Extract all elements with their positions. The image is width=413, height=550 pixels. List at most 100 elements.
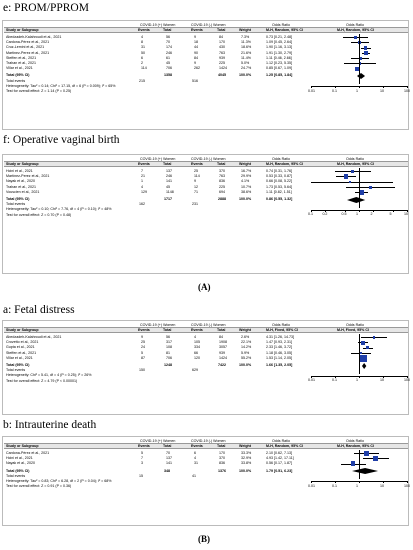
study-weight: 10.7%: [241, 184, 252, 189]
x-axis-tick: [392, 209, 394, 212]
column-header-study: Study or Subgroup: [6, 444, 39, 448]
events-covid-positive: 4: [141, 184, 143, 189]
study-weight: 16.7%: [241, 169, 252, 173]
point-estimate-square: [358, 62, 362, 65]
events-covid-positive: 6: [141, 55, 143, 60]
panel-title-prom: e: PROM/PPROM: [3, 2, 89, 14]
x-axis-tick: [359, 481, 360, 484]
forest-plot-body: COVID-19 (+) Women COVID-19 (-) Women Odds…: [3, 155, 408, 273]
group-header-covid-negative: COVID-19 (-) Women: [191, 323, 226, 327]
events-covid-positive: 24: [141, 345, 145, 350]
x-axis-tick: [335, 375, 336, 378]
forest-plot-intrauterine-death: COVID-19 (+) Women COVID-19 (-) Women Odds…: [2, 436, 410, 526]
point-estimate-square: [368, 185, 372, 189]
column-header-bar: [4, 327, 408, 333]
events-covid-positive: 4: [141, 35, 143, 39]
column-header-events: Events: [138, 328, 150, 332]
x-axis-tick-label: 100: [404, 88, 410, 93]
x-axis-tick-label: 0.1: [308, 212, 313, 217]
group-header-covid-positive: COVID-19 (+) Women: [140, 323, 176, 327]
study-or-ci: 1.11 [0.82, 1.51]: [266, 189, 292, 194]
events-covid-negative: 9: [194, 61, 196, 65]
x-axis-tick-label: 0.01: [308, 88, 315, 93]
x-axis-tick: [311, 481, 312, 484]
events-covid-positive: 25: [141, 340, 145, 345]
x-axis-tick: [359, 209, 360, 212]
events-covid-positive: 31: [141, 45, 145, 50]
study-or-ci: 0.73 [0.21, 2.48]: [266, 35, 292, 39]
overall-effect-test: Test for overall effect: Z = 4.79 (P < 0…: [6, 378, 78, 383]
study-or-ci: 4.31 [1.26, 14.73]: [266, 335, 294, 339]
total-covid-positive: 141: [166, 461, 172, 466]
x-axis-tick-label: 1: [356, 378, 358, 383]
x-axis-tick: [335, 481, 336, 484]
study-weight: 38.6%: [241, 189, 252, 194]
column-header-study: Study or Subgroup: [6, 28, 39, 32]
x-axis-tick: [311, 209, 312, 212]
study-or-ci: 1.11 [0.46, 2.66]: [266, 55, 292, 60]
study-name: Cruz-Lemini et al., 2021: [6, 45, 45, 50]
study-or-ci: 1.09 [0.45, 2.64]: [266, 40, 292, 45]
x-axis-tick-label: 0.1: [332, 378, 337, 383]
column-header-study: Study or Subgroup: [6, 162, 39, 166]
events-covid-positive: 8: [141, 40, 143, 45]
header-odds-ratio-ci: Odds Ratio: [272, 439, 290, 443]
group-header-covid-negative: COVID-19 (-) Women: [191, 439, 226, 443]
total-events-covid-positive: 215: [139, 78, 145, 83]
diamond-shape: [346, 196, 365, 203]
null-effect-line: [359, 34, 360, 84]
study-weight: 7.3%: [241, 35, 250, 39]
point-estimate-square: [358, 56, 362, 60]
events-covid-positive: 50: [141, 50, 145, 55]
study-weight: 33.8%: [241, 461, 252, 466]
study-name: Steffen et al., 2021: [6, 350, 37, 355]
total-covid-negative: 939: [219, 350, 225, 355]
total-covid-positive: 246: [166, 174, 172, 179]
header-odds-ratio-ci: Odds Ratio: [272, 23, 290, 27]
column-header-total: Total: [217, 328, 226, 332]
point-estimate-square: [373, 336, 376, 339]
column-header-events: Events: [191, 444, 203, 448]
x-axis-tick-label: 0.5: [341, 212, 347, 217]
study-name: Cardona-Pérez et al., 2021: [6, 451, 50, 455]
panel-title-intrauterine: b: Intrauterine death: [3, 419, 97, 431]
study-or-ci: 2.10 [0.62, 7.13]: [266, 451, 292, 455]
panel-title-fetal: a: Fetal distress: [3, 304, 75, 316]
total-covid-positive: 45: [166, 61, 170, 65]
total-covid-positive: 56: [166, 35, 170, 39]
study-or-ci: 1.53 [1.14, 2.05]: [266, 355, 292, 360]
study-or-ci: 1.73 [0.53, 5.64]: [266, 184, 292, 189]
events-covid-negative: 18: [194, 40, 198, 45]
diamond-shape: [362, 362, 367, 369]
study-weight: 5.9%: [241, 350, 250, 355]
total-covid-positive: 70: [166, 40, 170, 45]
point-estimate-square: [363, 46, 368, 50]
x-axis-tick: [359, 86, 360, 88]
total-or-ci: 1.25 [0.85, 1.84]: [266, 73, 293, 78]
total-events-covid-negative: 629: [192, 368, 198, 373]
study-or-ci: 0.66 [0.08, 5.22]: [266, 179, 292, 184]
x-axis-tick-label: 0.01: [308, 483, 315, 488]
pooled-estimate-diamond: [346, 196, 365, 203]
column-header-or-plot: M-H, Random, 95% CI: [337, 28, 374, 32]
point-estimate-square: [359, 351, 362, 355]
study-weight: 21.6%: [241, 50, 252, 55]
x-axis-tick-label: 5: [389, 212, 392, 217]
study-or-ci: 1.47 [0.93, 2.31]: [266, 340, 292, 345]
total-covid-negative: 370: [219, 169, 225, 173]
total-covid-positive: 137: [166, 169, 172, 173]
forest-plot-operative-vaginal-birth: COVID-19 (+) Women COVID-19 (-) Women Odds…: [2, 154, 409, 274]
null-effect-line: [359, 450, 360, 480]
total-covid-positive: 45: [166, 184, 170, 189]
study-weight: 18.6%: [241, 45, 252, 50]
heterogeneity-statistic: Heterogeneity: Tau² = 0.83; Chi² = 6.28,…: [6, 479, 112, 483]
pooled-estimate-diamond: [362, 362, 367, 369]
events-covid-negative: 4: [194, 335, 196, 339]
study-or-ci: 1.91 [1.30, 2.79]: [266, 50, 292, 55]
study-name: Villar et al., 2021: [6, 355, 33, 360]
study-weight: 22.1%: [241, 340, 252, 345]
study-weight: 11.3%: [241, 40, 251, 45]
study-or-ci: 4.93 [1.42, 17.11]: [266, 456, 294, 461]
group-header-covid-negative: COVID-19 (-) Women: [191, 157, 226, 161]
x-axis-tick: [311, 86, 312, 88]
